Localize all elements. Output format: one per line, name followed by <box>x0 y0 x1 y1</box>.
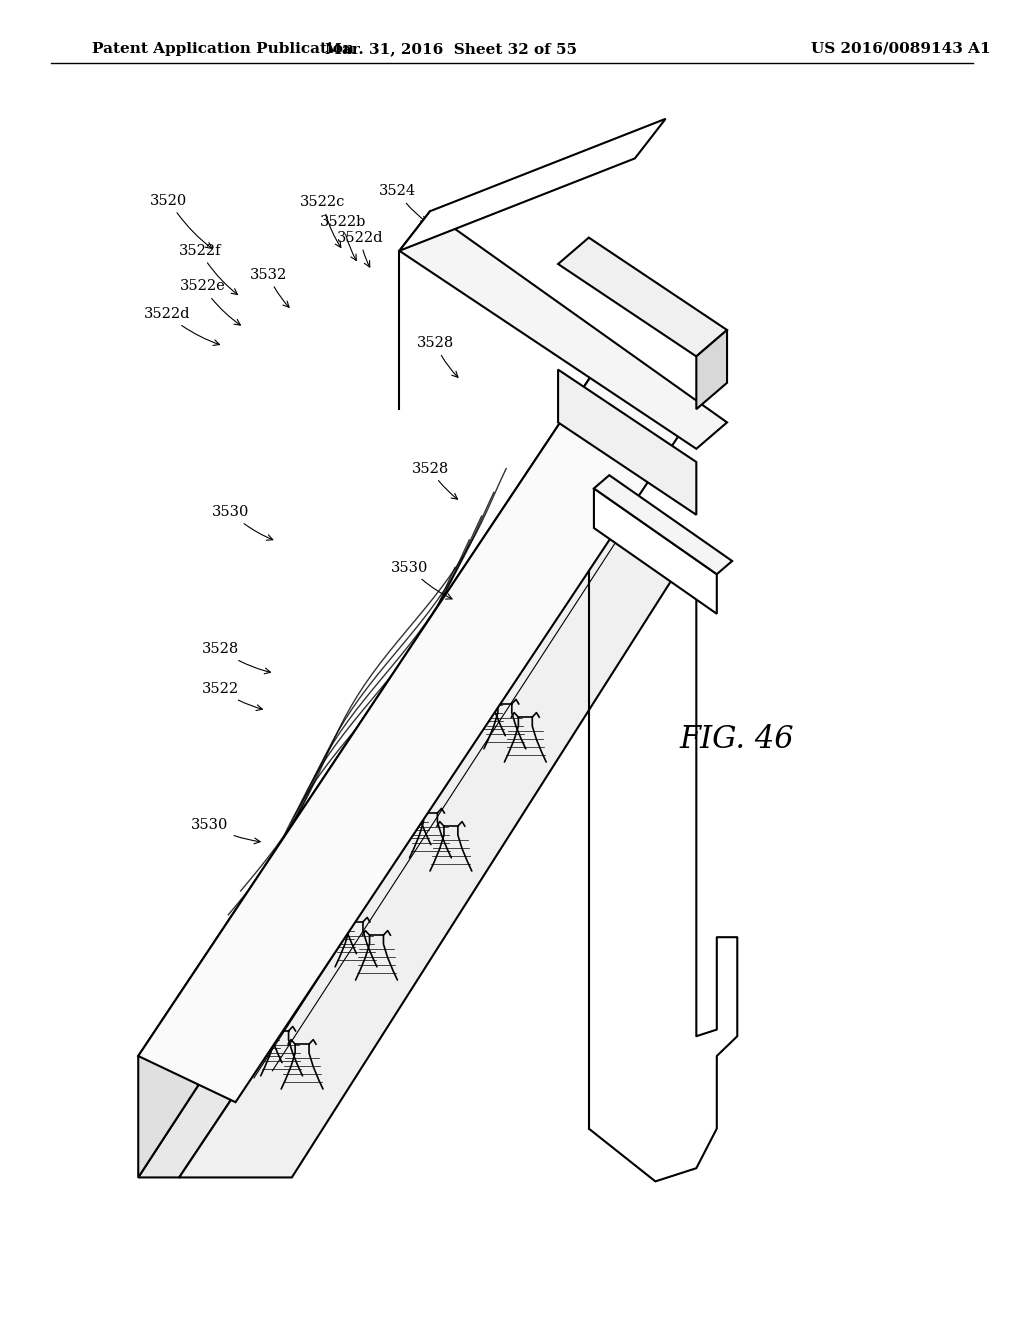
Polygon shape <box>558 238 727 356</box>
Text: 3520: 3520 <box>151 194 212 248</box>
Text: FIG. 46: FIG. 46 <box>680 723 795 755</box>
Polygon shape <box>179 495 696 1177</box>
Polygon shape <box>138 356 696 1102</box>
Text: 3532: 3532 <box>250 268 289 308</box>
Text: 3522e: 3522e <box>180 280 241 325</box>
Text: 3528: 3528 <box>412 462 458 499</box>
Polygon shape <box>138 462 635 1177</box>
Text: 3530: 3530 <box>191 818 260 843</box>
Text: 3522: 3522 <box>202 682 262 710</box>
Text: 3522d: 3522d <box>143 308 219 346</box>
Text: 3530: 3530 <box>212 506 272 540</box>
Polygon shape <box>399 119 666 251</box>
Text: 3522d: 3522d <box>337 231 384 267</box>
Polygon shape <box>594 488 717 614</box>
Polygon shape <box>696 330 727 409</box>
Polygon shape <box>594 475 732 574</box>
Text: US 2016/0089143 A1: US 2016/0089143 A1 <box>811 42 991 55</box>
Text: 3528: 3528 <box>202 643 270 673</box>
Text: 3522c: 3522c <box>300 195 345 247</box>
Text: 3530: 3530 <box>391 561 452 599</box>
Polygon shape <box>399 211 727 449</box>
Text: 3522b: 3522b <box>319 215 367 260</box>
Text: Patent Application Publication: Patent Application Publication <box>92 42 354 55</box>
Text: 3522f: 3522f <box>178 244 238 294</box>
Text: Mar. 31, 2016  Sheet 32 of 55: Mar. 31, 2016 Sheet 32 of 55 <box>325 42 577 55</box>
Polygon shape <box>138 356 604 1177</box>
Text: 3524: 3524 <box>379 185 427 222</box>
Polygon shape <box>558 370 696 515</box>
Text: 3528: 3528 <box>417 337 458 378</box>
